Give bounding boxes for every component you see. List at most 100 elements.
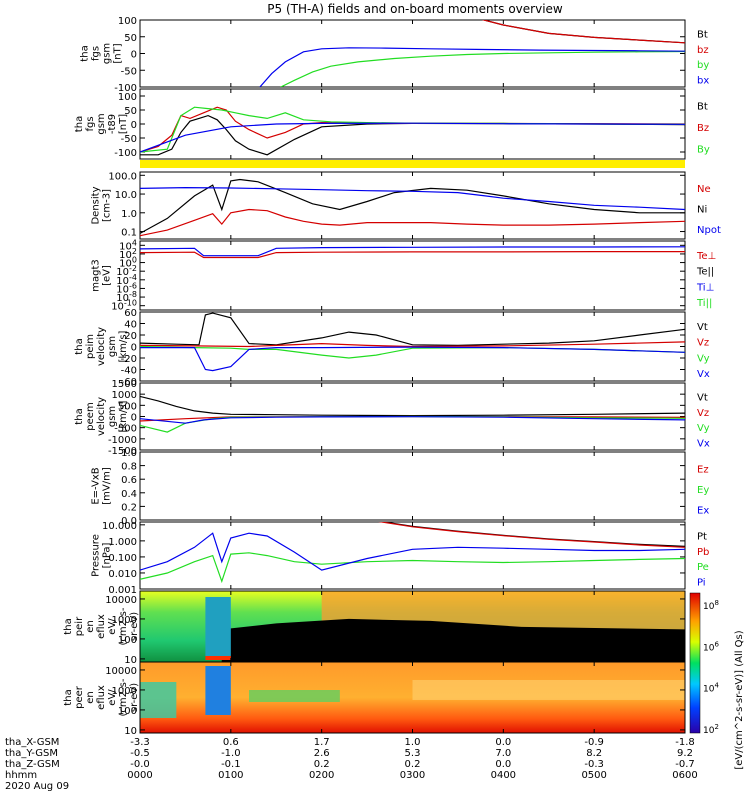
x-axis-value: 5.3 <box>405 748 421 759</box>
pressure-frame <box>139 521 686 590</box>
x-axis-value: 1.0 <box>405 737 421 748</box>
series-line-vz <box>140 341 685 348</box>
y-axis-label: gsm <box>107 406 118 427</box>
y-tick-label: -1500 <box>108 446 137 457</box>
y-tick-label: 100 <box>118 635 137 646</box>
legend-Pt: Pt <box>697 532 707 543</box>
colorbar-tick-label: 108 <box>703 599 719 612</box>
fgs-frame <box>139 19 686 88</box>
y-axis-label: eV/ <box>107 618 118 635</box>
x-axis-value: 0600 <box>672 770 697 781</box>
plot-title: P5 (TH-A) fields and on-board moments ov… <box>267 2 563 16</box>
legend-Ex: Ex <box>697 506 709 517</box>
x-axis-value: 0.6 <box>223 737 239 748</box>
y-tick-label: -40 <box>121 366 137 377</box>
y-tick-label: 0.4 <box>121 489 137 500</box>
legend-Bz: Bz <box>697 123 709 134</box>
y-tick-label: -100 <box>114 148 137 159</box>
legend-Ey: Ey <box>697 485 709 496</box>
y-tick-label: 10 <box>124 726 137 737</box>
series-line-vx <box>140 346 685 372</box>
y-axis-label: magt3 <box>91 259 102 292</box>
y-axis-label: en <box>85 691 96 704</box>
legend-Bt: Bt <box>697 30 708 41</box>
y-tick-label: 0 <box>131 120 137 131</box>
y-tick-label: 1000 <box>112 686 137 697</box>
panel-pressure: 10.000 1.000 0.100 0.010 0.001 Pressure [nPa] P… <box>91 521 710 596</box>
series-line-te⊥ <box>140 251 685 259</box>
colorbar-tick-label: 106 <box>703 640 719 653</box>
legend-By: By <box>697 144 710 155</box>
x-axis-value: 0100 <box>218 770 243 781</box>
x-axis-value: -0.5 <box>130 748 150 759</box>
x-axis-value: 0000 <box>127 770 152 781</box>
y-axis-label: [km/s] <box>118 330 129 362</box>
series-line-ni <box>140 178 685 234</box>
y-axis-label: eV/ <box>107 689 118 706</box>
y-tick-label: 0.8 <box>121 462 137 473</box>
y-tick-label: 1.0 <box>121 209 137 220</box>
y-tick-label: -100 <box>114 83 137 94</box>
panel-peir_eflux: 10000 1000 100 10 tha peir en eflux eV/(cm2-s-sr… <box>63 590 686 666</box>
colorbar-gradient <box>689 592 701 734</box>
legend-by: by <box>697 60 709 71</box>
y-axis-label: [nT] <box>118 114 129 134</box>
y-axis-label: peir <box>74 616 85 636</box>
peer_eflux-spectrogram <box>140 662 685 733</box>
y-axis-label: [nPa] <box>102 542 113 568</box>
legend-Te⊥: Te⊥ <box>696 251 716 262</box>
y-tick-label: -60 <box>121 377 137 388</box>
y-tick-label: 0 <box>131 343 137 354</box>
x-axis-value: 0.2 <box>314 759 330 770</box>
legend-Vt: Vt <box>697 322 708 333</box>
x-axis-value: 0.0 <box>495 759 511 770</box>
y-tick-label: 50 <box>124 33 137 44</box>
y-axis-label: en <box>85 620 96 633</box>
series-line-pb <box>378 522 685 548</box>
y-axis-label: Pressure <box>91 534 102 577</box>
x-axis-value: 0400 <box>491 770 516 781</box>
y-tick-label: -500 <box>114 424 137 435</box>
y-axis-label: tha <box>63 618 74 634</box>
x-axis-value: 0.2 <box>405 759 421 770</box>
y-tick-label: 10000 <box>105 595 137 606</box>
y-axis-label: gsm <box>102 43 113 64</box>
y-axis-label: sr-eV) <box>129 612 140 641</box>
y-axis-label: (cm2-s- <box>118 607 129 645</box>
series-line-bz <box>140 106 685 153</box>
y-tick-label: 0.001 <box>108 585 137 596</box>
legend-Vx: Vx <box>697 369 710 380</box>
y-axis-label: peer <box>74 685 85 709</box>
y-tick-label: 0.1 <box>121 228 137 239</box>
y-axis-label: fgs <box>85 116 96 131</box>
legend-Vt: Vt <box>697 393 708 404</box>
y-tick-label: -1000 <box>108 435 137 446</box>
legend-Vx: Vx <box>697 438 710 449</box>
panel-fgs_dsl: 100 50 0 -50 -100 tha fgs gsm -t89 [nT] Bt Bz By <box>74 88 710 160</box>
legend-Pi: Pi <box>697 577 706 588</box>
y-tick-label: 0.010 <box>108 569 137 580</box>
y-axis-label: -t89 <box>107 114 118 134</box>
y-axis-label: [eV] <box>102 265 113 286</box>
x-axis-value: 8.2 <box>586 748 602 759</box>
colorbar-tick-label: 102 <box>703 723 719 736</box>
panel-density: 100.0 10.0 1.0 0.1 Density [cm-3] Ne Ni Npot <box>91 171 721 240</box>
series-line-vy <box>140 345 685 359</box>
series-line-by <box>280 50 685 87</box>
legend-Vz: Vz <box>697 338 709 349</box>
y-axis-label: tha <box>74 338 85 354</box>
y-tick-label: 20 <box>124 331 137 342</box>
y-tick-label: 10.0 <box>115 190 137 201</box>
x-axis-value: -0.1 <box>221 759 241 770</box>
x-axis-value: 0.0 <box>495 737 511 748</box>
x-axis-value: -0.3 <box>584 759 604 770</box>
legend-Te||: Te|| <box>696 267 714 278</box>
x-axis-value: 7.0 <box>495 748 511 759</box>
legend-bz: bz <box>697 45 709 56</box>
legend-Ti||: Ti|| <box>696 298 712 309</box>
x-axis-row-label: tha_X-GSM <box>5 737 59 748</box>
y-tick-label: 1.0 <box>121 448 137 459</box>
